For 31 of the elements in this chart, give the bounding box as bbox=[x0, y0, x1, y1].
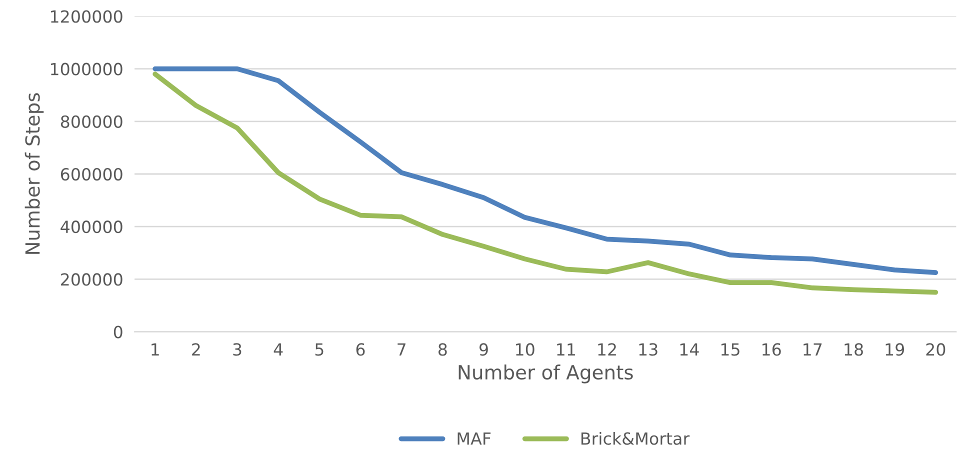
legend-label: MAF bbox=[458, 432, 491, 445]
x-tick-label: 10 bbox=[516, 343, 534, 356]
x-tick-label: 8 bbox=[438, 343, 447, 356]
y-axis-title: Number of Steps bbox=[24, 93, 44, 254]
x-axis-title: Number of Agents bbox=[458, 364, 633, 384]
x-tick-label: 15 bbox=[721, 343, 740, 356]
y-tick-label: 200000 bbox=[61, 273, 122, 286]
x-tick-label: 7 bbox=[398, 343, 406, 356]
y-tick-label: 0 bbox=[114, 326, 122, 338]
x-tick-label: 11 bbox=[557, 343, 575, 356]
x-tick-label: 14 bbox=[680, 343, 699, 356]
x-tick-label: 4 bbox=[274, 343, 283, 356]
y-tick-label: 600000 bbox=[60, 168, 122, 181]
x-tick-label: 3 bbox=[233, 343, 242, 356]
legend-label: Brick&Mortar bbox=[581, 432, 690, 445]
x-tick-label: 20 bbox=[926, 343, 946, 356]
x-tick-label: 13 bbox=[639, 343, 658, 356]
x-tick-label: 6 bbox=[356, 343, 365, 356]
y-tick-label: 400000 bbox=[60, 220, 122, 234]
x-tick-label: 5 bbox=[315, 343, 324, 356]
x-tick-label: 2 bbox=[192, 343, 200, 356]
x-tick-label: 17 bbox=[804, 343, 822, 356]
x-tick-label: 16 bbox=[762, 343, 781, 356]
y-tick-label: 1000000 bbox=[51, 62, 122, 76]
x-tick-label: 1 bbox=[152, 343, 159, 356]
x-tick-label: 18 bbox=[844, 343, 863, 356]
x-tick-label: 9 bbox=[479, 343, 488, 356]
y-tick-label: 800000 bbox=[60, 115, 122, 128]
y-tick-label: 1200000 bbox=[51, 10, 122, 23]
x-tick-label: 19 bbox=[886, 343, 904, 356]
x-tick-label: 12 bbox=[598, 343, 616, 356]
